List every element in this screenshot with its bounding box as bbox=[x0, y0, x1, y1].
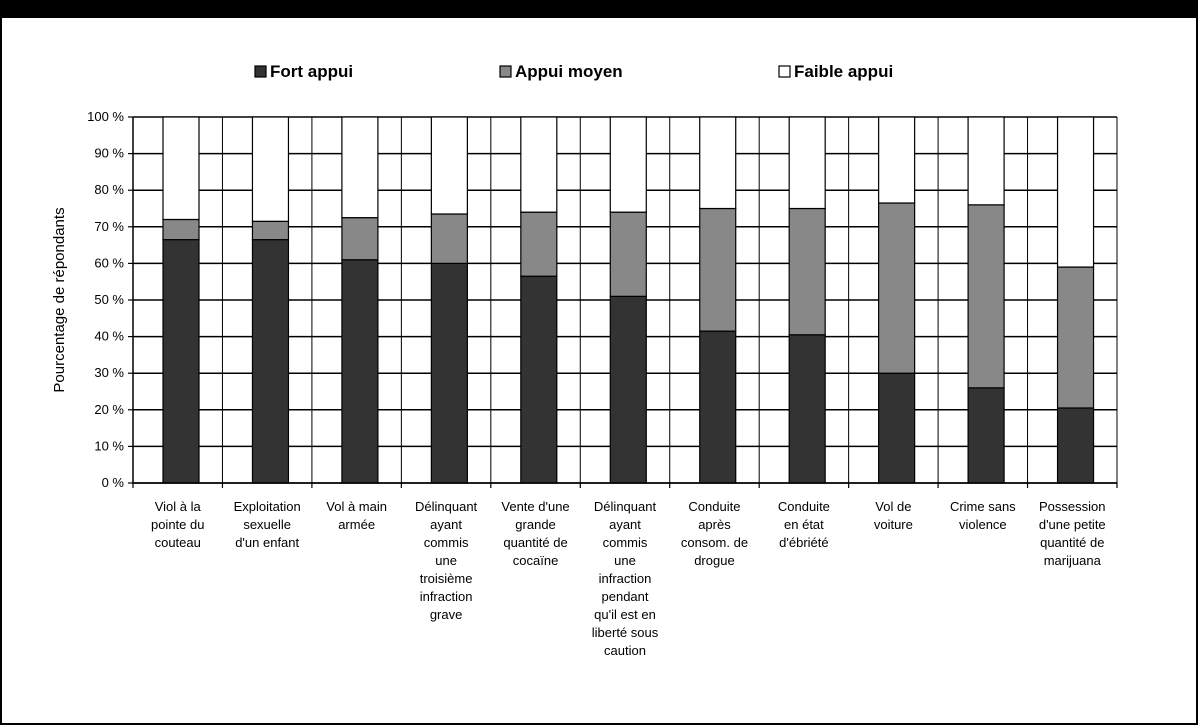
bar-segment-faible bbox=[341, 116, 379, 219]
bar-segment-moyen bbox=[967, 204, 1005, 389]
bar-segment-fort bbox=[788, 334, 826, 484]
y-tick-label: 0 % bbox=[102, 475, 125, 490]
bar-segment-fort bbox=[251, 239, 290, 484]
bar-segment-fort bbox=[967, 387, 1005, 484]
legend-label: Faible appui bbox=[794, 62, 893, 81]
bar-segment-fort bbox=[1056, 407, 1095, 484]
bar-segment-moyen bbox=[1056, 266, 1095, 409]
y-tick-label: 80 % bbox=[94, 182, 124, 197]
bar-segment-moyen bbox=[341, 217, 379, 261]
y-tick-label: 40 % bbox=[94, 329, 124, 344]
bars bbox=[162, 116, 1095, 484]
legend-swatch bbox=[778, 65, 791, 78]
category-labels: Viol à la pointe du couteau Exploitation sex… bbox=[151, 499, 1106, 658]
bar-segment-fort bbox=[609, 295, 647, 484]
bar-segment-faible bbox=[251, 116, 290, 222]
bar-segment-faible bbox=[788, 116, 826, 210]
category-label: Conduite après consom. de drogue bbox=[681, 499, 748, 568]
bar-segment-faible bbox=[162, 116, 200, 221]
bar-segment-faible bbox=[699, 116, 737, 210]
bar-segment-moyen bbox=[520, 211, 558, 277]
bar-segment-faible bbox=[967, 116, 1005, 206]
y-tick-label: 90 % bbox=[94, 146, 124, 161]
bar-segment-fort bbox=[162, 239, 200, 484]
legend-swatch bbox=[254, 65, 267, 78]
category-label: Vente d'une grande quantité de cocaïne bbox=[501, 499, 569, 568]
y-tick-label: 50 % bbox=[94, 292, 124, 307]
bar-segment-faible bbox=[520, 116, 558, 213]
category-label: Possession d'une petite quantité de marijua… bbox=[1039, 499, 1106, 568]
bar-segment-faible bbox=[430, 116, 468, 215]
category-label: Viol à la pointe du couteau bbox=[151, 499, 205, 550]
y-tick-label: 30 % bbox=[94, 365, 124, 380]
bar-segment-moyen bbox=[609, 211, 647, 297]
bar-segment-moyen bbox=[162, 218, 200, 241]
bar-segment-faible bbox=[609, 116, 647, 213]
bar-segment-fort bbox=[341, 259, 379, 484]
category-label: Exploitation sexuelle d'un enfant bbox=[234, 499, 301, 550]
category-label: Délinquant ayant commis une infraction pendan… bbox=[592, 499, 659, 658]
bar-segment-fort bbox=[699, 330, 737, 484]
legend-swatch bbox=[499, 65, 512, 78]
bar-segment-faible bbox=[878, 116, 916, 204]
category-label: Délinquant ayant commis une troisième infract… bbox=[415, 499, 478, 622]
y-tick-label: 70 % bbox=[94, 219, 124, 234]
bar-segment-moyen bbox=[699, 207, 737, 332]
bar-segment-faible bbox=[1056, 116, 1095, 268]
bar-segment-moyen bbox=[430, 213, 468, 265]
y-tick-labels: 0 % 10 % 20 % 30 % 40 % 50 % 60 % 70 % 80 % 90 % 1… bbox=[87, 109, 124, 490]
bar-segment-fort bbox=[430, 262, 468, 484]
y-tick-label: 10 % bbox=[94, 438, 124, 453]
bar-segment-moyen bbox=[878, 202, 916, 374]
category-label: Vol de voiture bbox=[874, 499, 913, 532]
y-axis-label: Pourcentage de répondants bbox=[51, 207, 68, 392]
axes bbox=[128, 116, 1118, 488]
bar-segment-moyen bbox=[788, 207, 826, 336]
category-label: Crime sans violence bbox=[950, 499, 1016, 532]
y-tick-label: 20 % bbox=[94, 402, 124, 417]
category-label: Conduite en état d'ébriété bbox=[778, 499, 830, 550]
legend-label: Appui moyen bbox=[515, 62, 623, 81]
y-tick-label: 60 % bbox=[94, 255, 124, 270]
category-label: Vol à main armée bbox=[326, 499, 387, 532]
y-tick-label: 100 % bbox=[87, 109, 124, 124]
bar-segment-fort bbox=[878, 372, 916, 484]
top-band bbox=[0, 0, 1198, 18]
bar-segment-fort bbox=[520, 275, 558, 484]
bar-segment-moyen bbox=[251, 220, 290, 241]
legend-label: Fort appui bbox=[270, 62, 353, 81]
legend: Fort appui Appui moyen Faible appui bbox=[254, 62, 893, 81]
